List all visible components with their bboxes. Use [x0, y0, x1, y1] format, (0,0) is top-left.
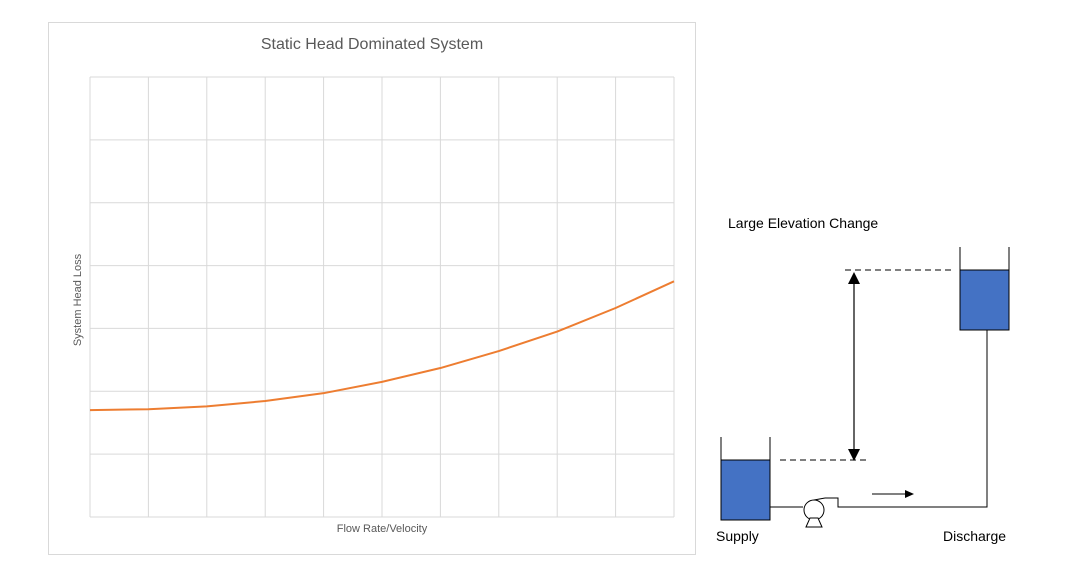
elevation-arrow-head-down [848, 449, 860, 461]
supply-label: Supply [716, 528, 759, 544]
flow-arrow-head [905, 490, 914, 498]
pump-icon [803, 499, 825, 521]
chart-grid [89, 76, 675, 518]
x-axis-label: Flow Rate/Velocity [336, 523, 428, 535]
supply-tank-water [720, 459, 771, 521]
chart-panel [48, 22, 696, 555]
chart-title: Static Head Dominated System [260, 36, 484, 53]
pump-outlet-top [813, 497, 826, 501]
pipe-pump-outlet [825, 330, 988, 508]
discharge-tank-water [959, 269, 1010, 331]
discharge-label: Discharge [943, 528, 1007, 544]
elevation-arrow-head-up [848, 272, 860, 284]
pump-base [805, 517, 823, 528]
series-line-0 [89, 280, 675, 412]
chart-series-layer [89, 280, 675, 412]
diagram-title: Large Elevation Change [728, 215, 879, 231]
